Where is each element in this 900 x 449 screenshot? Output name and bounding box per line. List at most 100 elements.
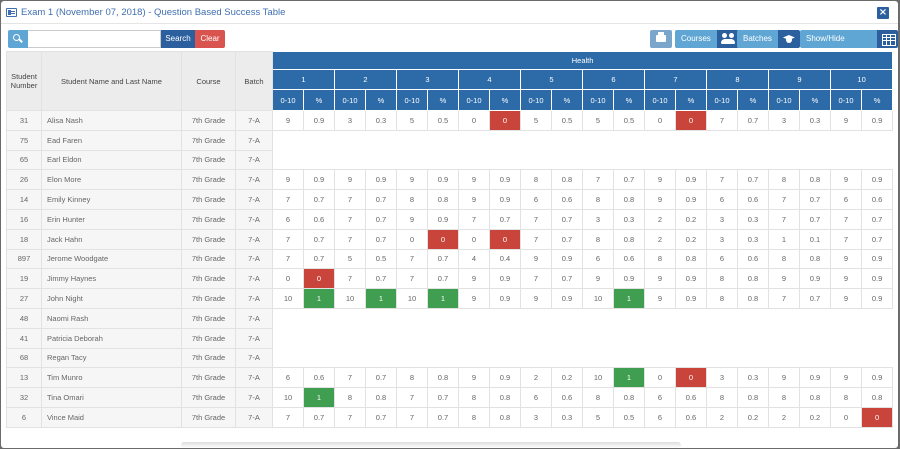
score-cell: 9 <box>396 169 428 191</box>
batches-button[interactable]: Batches <box>737 30 800 48</box>
percent-cell: 0.8 <box>675 248 707 270</box>
course-cell: 7th Grade <box>181 367 236 389</box>
score-cell: 6 <box>706 189 738 210</box>
student-number-cell: 68 <box>6 347 42 369</box>
table-row[interactable]: 48 Naomi Rash 7th Grade 7-A <box>6 307 893 329</box>
percent-cell: 1 <box>613 367 645 389</box>
table-row[interactable]: 897 Jerome Woodgate 7th Grade 7-A 7 0.7 5 0.5 7 0… <box>6 248 894 270</box>
score-cell: 8 <box>706 288 738 309</box>
search-input[interactable] <box>28 30 161 48</box>
percent-header: % <box>799 89 831 111</box>
percent-cell: 0.1 <box>799 228 831 250</box>
percent-cell: 0.5 <box>365 248 397 270</box>
score-cell: 8 <box>830 387 862 408</box>
percent-cell: 0.8 <box>737 387 769 408</box>
score-cell: 7 <box>396 268 428 290</box>
course-cell: 7th Grade <box>181 387 236 408</box>
percent-cell: 0.3 <box>799 110 831 131</box>
table-row[interactable]: 19 Jimmy Haynes 7th Grade 7-A 0 0 7 0.7 7 0.7 9 0.9… <box>6 268 894 290</box>
print-button[interactable] <box>650 30 672 48</box>
percent-cell: 0.6 <box>737 189 769 210</box>
score-cell: 9 <box>830 248 862 270</box>
table-row[interactable]: 41 Patricia Deborah 7th Grade 7-A <box>6 327 893 349</box>
percent-cell: 0.3 <box>613 208 645 230</box>
score-cell: 7 <box>706 169 738 191</box>
score-header: 0-10 <box>520 89 552 111</box>
table-row[interactable]: 27 John Night 7th Grade 7-A 10 1 10 1 10 1 9 0.9 9 0.… <box>6 288 894 309</box>
batch-cell: 7-A <box>235 347 273 369</box>
percent-header: % <box>675 89 707 111</box>
percent-cell: 0.6 <box>675 406 707 428</box>
percent-cell: 0.6 <box>737 248 769 270</box>
score-cell: 6 <box>520 387 552 408</box>
student-number-cell: 16 <box>6 208 42 230</box>
table-row[interactable]: 6 Vince Maid 7th Grade 7-A 7 0.7 7 0.7 7 0.7 8 0.8 3… <box>6 406 894 428</box>
score-cell: 7 <box>334 208 366 230</box>
student-name-cell: Erin Hunter <box>41 208 182 230</box>
student-name-cell: Jimmy Haynes <box>41 268 182 290</box>
name-header: Student Name and Last Name <box>41 51 182 111</box>
percent-cell: 0.8 <box>799 248 831 270</box>
close-button[interactable]: × <box>877 7 889 19</box>
table-row[interactable]: 75 Ead Faren 7th Grade 7-A <box>6 129 893 151</box>
courses-button[interactable]: Courses <box>675 30 739 48</box>
percent-cell: 0.8 <box>365 387 397 408</box>
percent-cell: 0.3 <box>551 406 583 428</box>
table-row[interactable]: 26 Elon More 7th Grade 7-A 9 0.9 9 0.9 9 0.9 9 0.9 8… <box>6 169 894 191</box>
percent-cell: 0.9 <box>860 169 894 191</box>
table-row[interactable]: 18 Jack Hahn 7th Grade 7-A 7 0.7 7 0.7 0 0 0 0 7 0.7 8… <box>6 228 894 250</box>
table-row[interactable]: 13 Tim Munro 7th Grade 7-A 6 0.6 7 0.7 8 0.8 9 0.9 2… <box>6 367 894 389</box>
percent-cell: 0.9 <box>799 367 831 389</box>
subject-header: Health <box>271 51 894 70</box>
table-row[interactable]: 68 Regan Tacy 7th Grade 7-A <box>6 347 893 369</box>
score-header: 0-10 <box>458 89 490 111</box>
student-name-cell: Naomi Rash <box>41 307 182 329</box>
percent-cell: 0.9 <box>489 268 521 290</box>
score-cell: 8 <box>768 169 800 191</box>
score-cell: 10 <box>396 288 428 309</box>
score-cell: 3 <box>706 208 738 230</box>
empty-results <box>272 308 893 329</box>
score-cell: 7 <box>272 228 304 250</box>
percent-cell: 0.2 <box>737 406 769 428</box>
percent-cell: 0.7 <box>737 169 769 191</box>
percent-cell: 0.9 <box>303 110 335 131</box>
batch-cell: 7-A <box>235 288 273 309</box>
table-row[interactable]: 65 Earl Eldon 7th Grade 7-A <box>6 149 893 171</box>
percent-cell: 0.6 <box>551 387 583 408</box>
student-number-cell: 897 <box>6 248 42 270</box>
table-row[interactable]: 31 Alisa Nash 7th Grade 7-A 9 0.9 3 0.3 5 0.5 0 0 5 0… <box>6 110 894 131</box>
percent-cell: 0.7 <box>303 189 335 210</box>
clear-button[interactable]: Clear <box>195 30 225 48</box>
percent-cell: 0.9 <box>675 189 707 210</box>
show-hide-column-button[interactable]: Show/Hide Column <box>800 30 898 48</box>
percent-cell: 0.5 <box>613 110 645 131</box>
percent-cell: 0.2 <box>799 406 831 428</box>
percent-cell: 0.9 <box>860 288 894 309</box>
search-button[interactable]: Search <box>161 30 195 48</box>
score-cell: 7 <box>768 189 800 210</box>
batch-cell: 7-A <box>235 110 273 131</box>
percent-cell: 0.6 <box>551 189 583 210</box>
table-row[interactable]: 32 Tina Omari 7th Grade 7-A 10 1 8 0.8 7 0.7 8 0.8 6… <box>6 387 894 408</box>
score-cell: 7 <box>768 288 800 309</box>
student-number-header: Student Number <box>6 51 42 111</box>
student-name-cell: Jack Hahn <box>41 228 182 250</box>
table-row[interactable]: 14 Emily Kinney 7th Grade 7-A 7 0.7 7 0.7 8 0.8 9 0… <box>6 189 894 210</box>
percent-cell: 0.9 <box>860 110 894 131</box>
score-cell: 6 <box>582 248 614 270</box>
score-cell: 7 <box>396 248 428 270</box>
percent-header: % <box>365 89 397 111</box>
score-header: 0-10 <box>706 89 738 111</box>
percent-cell: 1 <box>303 387 335 408</box>
score-cell: 10 <box>582 288 614 309</box>
percent-cell: 0.5 <box>551 110 583 131</box>
percent-cell: 0 <box>489 110 521 131</box>
batch-cell: 7-A <box>235 367 273 389</box>
percent-cell: 0.7 <box>303 228 335 250</box>
percent-cell: 1 <box>427 288 459 309</box>
percent-cell: 0.7 <box>860 208 894 230</box>
table-row[interactable]: 16 Erin Hunter 7th Grade 7-A 6 0.6 7 0.7 9 0.9 7 0.… <box>6 208 894 230</box>
modal-titlebar: Exam 1 (November 07, 2018) - Question Ba… <box>1 1 898 24</box>
batch-cell: 7-A <box>235 248 273 270</box>
